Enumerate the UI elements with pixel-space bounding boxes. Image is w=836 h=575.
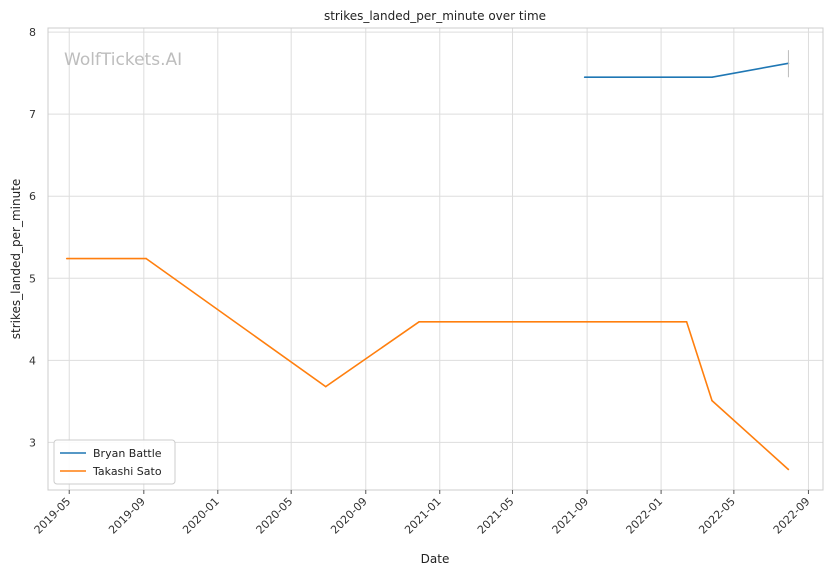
legend-label-takashi-sato: Takashi Sato [92, 465, 162, 478]
chart-title: strikes_landed_per_minute over time [324, 9, 546, 23]
data-point-bryan-battle [583, 76, 586, 79]
data-point-takashi-sato [65, 257, 68, 260]
data-point-takashi-sato [711, 399, 713, 402]
x-axis-label: Date [421, 552, 450, 566]
data-point-takashi-sato [145, 257, 148, 260]
data-point-takashi-sato [324, 385, 327, 388]
data-point-bryan-battle [711, 76, 713, 79]
legend: Bryan Battle Takashi Sato [53, 439, 176, 485]
grid [48, 28, 823, 490]
y-tick-label: 4 [29, 354, 36, 367]
data-point-takashi-sato [685, 320, 688, 323]
y-tick-label: 3 [29, 436, 36, 449]
data-point-takashi-sato [787, 468, 790, 471]
plot-frame [47, 27, 824, 491]
legend-label-bryan-battle: Bryan Battle [93, 447, 162, 460]
y-tick-label: 6 [29, 190, 36, 203]
y-axis-label: strikes_landed_per_minute [9, 179, 23, 340]
y-tick-label: 8 [29, 26, 36, 39]
y-tick-label: 5 [29, 272, 36, 285]
data-point-takashi-sato [418, 320, 420, 323]
y-tick-label: 7 [29, 108, 36, 121]
legend-box [53, 439, 176, 485]
series-group [65, 50, 790, 471]
watermark: WolfTickets.AI [64, 50, 182, 70]
